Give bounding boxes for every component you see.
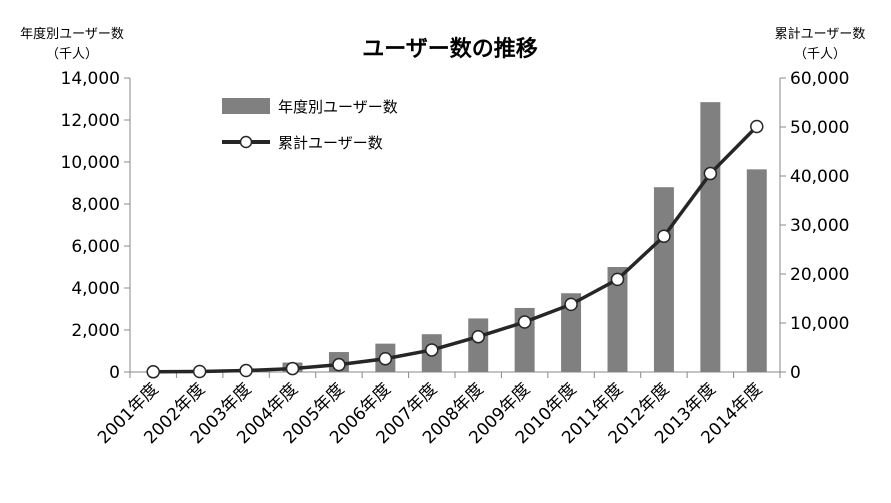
left-tick-label: 12,000 [61,111,120,131]
line-point [192,364,207,379]
left-axis-unit: （千人） [46,47,98,62]
legend-marker [239,135,253,149]
bar [468,318,489,372]
bar [561,293,582,372]
bar [653,187,674,372]
right-axis-unit: （千人） [794,47,846,62]
left-tick-label: 4,000 [71,279,120,299]
legend-label-bar: 年度別ユーザー数 [278,98,398,116]
line-point [564,297,578,312]
left-axis-title: 年度別ユーザー数 [20,26,124,42]
line-point [471,329,485,344]
chart-title: ユーザー数の推移 [362,36,538,62]
line-point [750,119,764,134]
line-point [378,352,393,366]
legend: 年度別ユーザー数 累計ユーザー数 [222,98,398,152]
right-tick-label: 10,000 [790,314,849,334]
legend-swatch-bar [222,98,270,114]
bar [746,169,767,372]
line-point [285,361,300,376]
line-point [425,343,439,357]
tick-labels: 0 2,000 4,000 6,000 8,000 10,000 12,000 14,000 0… [61,69,850,448]
line-point [703,166,718,181]
bar [700,102,721,373]
left-tick-label: 10,000 [61,153,120,173]
right-axis-title: 累計ユーザー数 [775,26,866,42]
line-series [146,119,764,379]
line-point [610,272,625,287]
legend-label-line: 累計ユーザー数 [278,134,383,152]
line-point [239,363,253,378]
right-tick-label: 60,000 [790,69,849,89]
right-tick-label: 30,000 [790,216,849,236]
left-tick-label: 8,000 [71,195,120,215]
right-tick-label: 40,000 [790,167,849,187]
line-point [517,315,532,329]
left-tick-label: 2,000 [71,321,120,341]
bar [607,267,628,372]
right-tick-label: 0 [790,363,801,383]
left-tick-label: 14,000 [61,69,120,89]
right-tick-label: 50,000 [790,118,849,138]
line-point [657,229,671,244]
cumulative-line [153,125,759,374]
axes [124,77,786,378]
left-tick-label: 6,000 [71,237,120,257]
left-tick-label: 0 [109,363,120,383]
right-tick-label: 20,000 [790,265,849,285]
line-point [332,357,346,372]
line-point [146,365,160,379]
